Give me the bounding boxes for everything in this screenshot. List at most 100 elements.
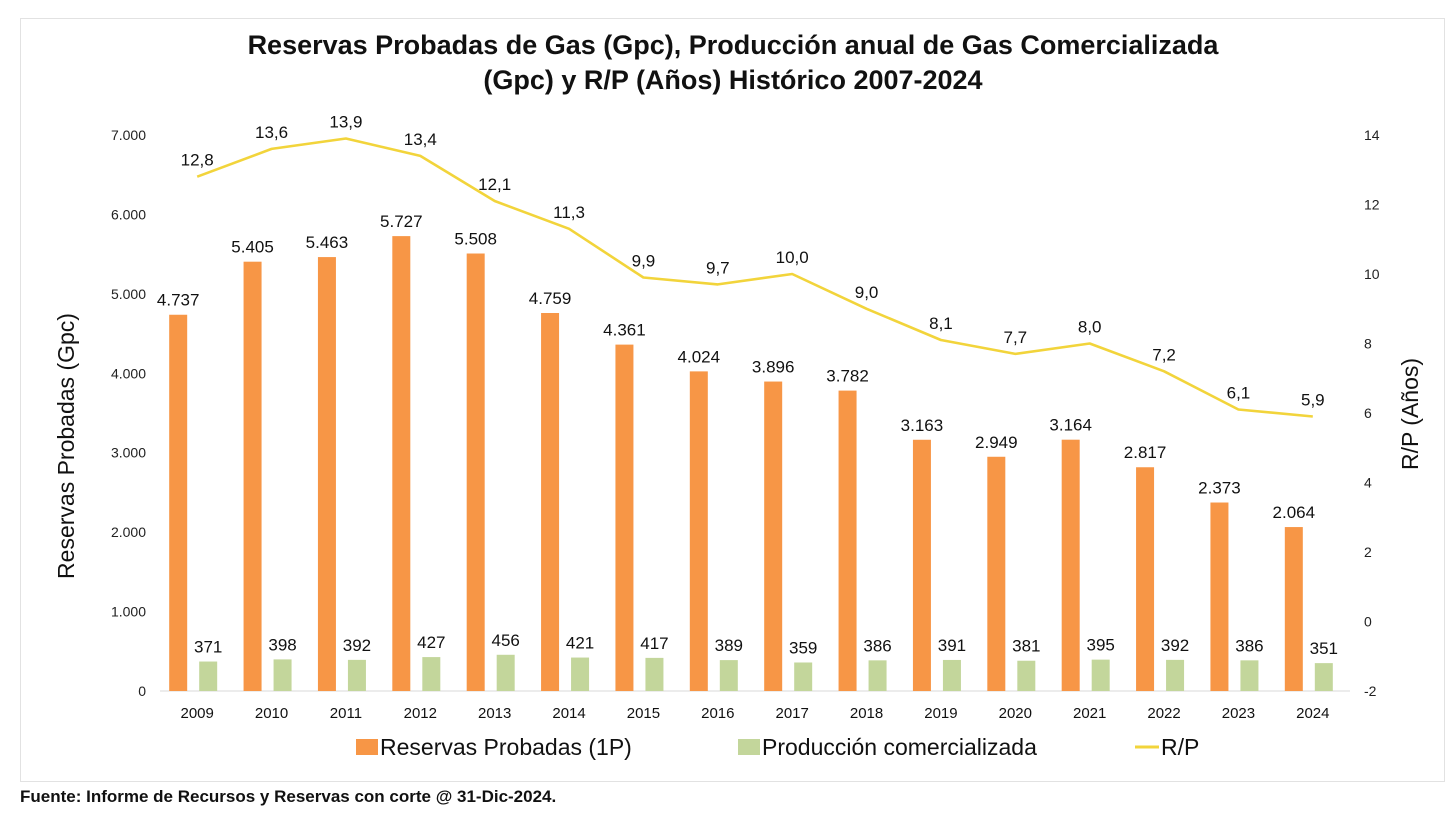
bar-reservas-label: 5.508 [454,230,497,249]
bar-produccion [1091,659,1110,691]
bar-reservas [1136,467,1155,691]
rp-point-label: 13,4 [404,130,437,149]
x-tick-label: 2015 [627,705,660,722]
y-left-tick-label: 5.000 [111,286,146,302]
y-left-axis-title: Reservas Probadas (Gpc) [53,313,79,579]
x-tick-label: 2014 [552,705,585,722]
bar-reservas [764,381,783,691]
x-tick-label: 2010 [255,705,288,722]
bar-produccion-label: 395 [1087,636,1115,655]
x-tick-label: 2009 [181,705,214,722]
rp-point-label: 12,8 [181,151,214,170]
bar-produccion-label: 381 [1012,637,1040,656]
rp-point-label: 8,0 [1078,318,1102,337]
bar-reservas-label: 3.164 [1049,416,1092,435]
bar-produccion-label: 417 [640,634,668,653]
bar-produccion-label: 359 [789,638,817,657]
bar-produccion [273,659,292,691]
bar-produccion-label: 351 [1310,639,1338,658]
bar-produccion [794,662,813,691]
bar-produccion-label: 389 [715,636,743,655]
rp-point-label: 13,9 [329,112,362,131]
bar-produccion-label: 392 [343,636,371,655]
chart-svg: Reservas Probadas de Gas (Gpc), Producci… [53,30,1423,760]
bar-reservas-label: 4.759 [529,289,572,308]
y-right-tick-label: 2 [1364,544,1372,560]
x-tick-label: 2017 [776,705,809,722]
x-tick-label: 2020 [999,705,1032,722]
bar-produccion-label: 392 [1161,636,1189,655]
y-left-tick-label: 4.000 [111,365,146,381]
chart-title-line: Reservas Probadas de Gas (Gpc), Producci… [248,30,1220,60]
bar-produccion-label: 456 [492,631,520,650]
bar-reservas-label: 4.361 [603,321,646,340]
bar-produccion [571,657,590,691]
rp-point-label: 8,1 [929,314,953,333]
legend-swatch-reservas [356,739,378,755]
bar-reservas-label: 4.737 [157,291,200,310]
legend-swatch-produccion [738,739,760,755]
x-tick-label: 2013 [478,705,511,722]
bar-reservas [317,257,336,691]
bar-reservas [466,253,485,691]
bar-reservas-label: 2.817 [1124,443,1167,462]
legend-label-rp: R/P [1161,734,1199,760]
rp-point-label: 6,1 [1227,384,1251,403]
rp-point-label: 12,1 [478,175,511,194]
rp-point-label: 9,7 [706,258,730,277]
y-left-tick-label: 0 [138,683,146,699]
bar-produccion-label: 421 [566,634,594,653]
y-right-tick-label: 12 [1364,197,1380,213]
bar-produccion-label: 386 [1235,636,1263,655]
bar-reservas [689,371,708,691]
bar-reservas-label: 5.463 [306,233,349,252]
bar-produccion [199,661,218,691]
bar-reservas [1210,502,1229,691]
y-left-tick-label: 3.000 [111,445,146,461]
bar-reservas [243,261,262,691]
bar-reservas [541,312,560,691]
x-tick-label: 2011 [330,705,362,722]
x-tick-label: 2016 [701,705,734,722]
bar-reservas [838,390,857,691]
x-tick-label: 2022 [1147,705,1180,722]
bar-produccion [422,657,441,691]
bar-produccion [942,659,961,691]
bar-produccion [645,657,664,691]
y-right-tick-label: 6 [1364,405,1372,421]
y-right-tick-label: 8 [1364,336,1372,352]
bar-reservas-label: 3.782 [826,367,869,386]
bar-reservas [615,344,634,691]
bar-reservas-label: 5.405 [231,238,274,257]
rp-point-label: 10,0 [776,248,809,267]
x-tick-label: 2023 [1222,705,1255,722]
y-right-tick-label: 4 [1364,475,1372,491]
bar-reservas [169,314,188,691]
bar-reservas-label: 5.727 [380,212,423,231]
rp-point-label: 7,2 [1152,345,1176,364]
x-tick-label: 2018 [850,705,883,722]
y-right-tick-label: 0 [1364,614,1372,630]
x-tick-label: 2024 [1296,705,1329,722]
y-left-tick-label: 6.000 [111,206,146,222]
chart-title-line: (Gpc) y R/P (Años) Histórico 2007-2024 [483,65,982,95]
bar-reservas-label: 3.163 [901,416,944,435]
bar-produccion-label: 391 [938,636,966,655]
bar-produccion-label: 427 [417,633,445,652]
bar-produccion-label: 398 [268,635,296,654]
rp-point-label: 7,7 [1003,328,1027,347]
bar-reservas [1284,527,1303,691]
rp-point-label: 5,9 [1301,390,1325,409]
source-note: Fuente: Informe de Recursos y Reservas c… [20,787,557,806]
bar-produccion-label: 371 [194,638,222,657]
bar-reservas-label: 2.949 [975,433,1018,452]
bar-produccion-label: 386 [863,636,891,655]
bar-produccion [496,654,515,691]
rp-point-label: 9,9 [632,251,656,270]
y-right-tick-label: -2 [1364,683,1377,699]
bar-reservas [392,236,411,692]
bar-produccion [1166,659,1185,691]
bar-reservas-label: 4.024 [678,347,721,366]
y-left-tick-label: 2.000 [111,524,146,540]
bar-reservas-label: 2.373 [1198,479,1241,498]
